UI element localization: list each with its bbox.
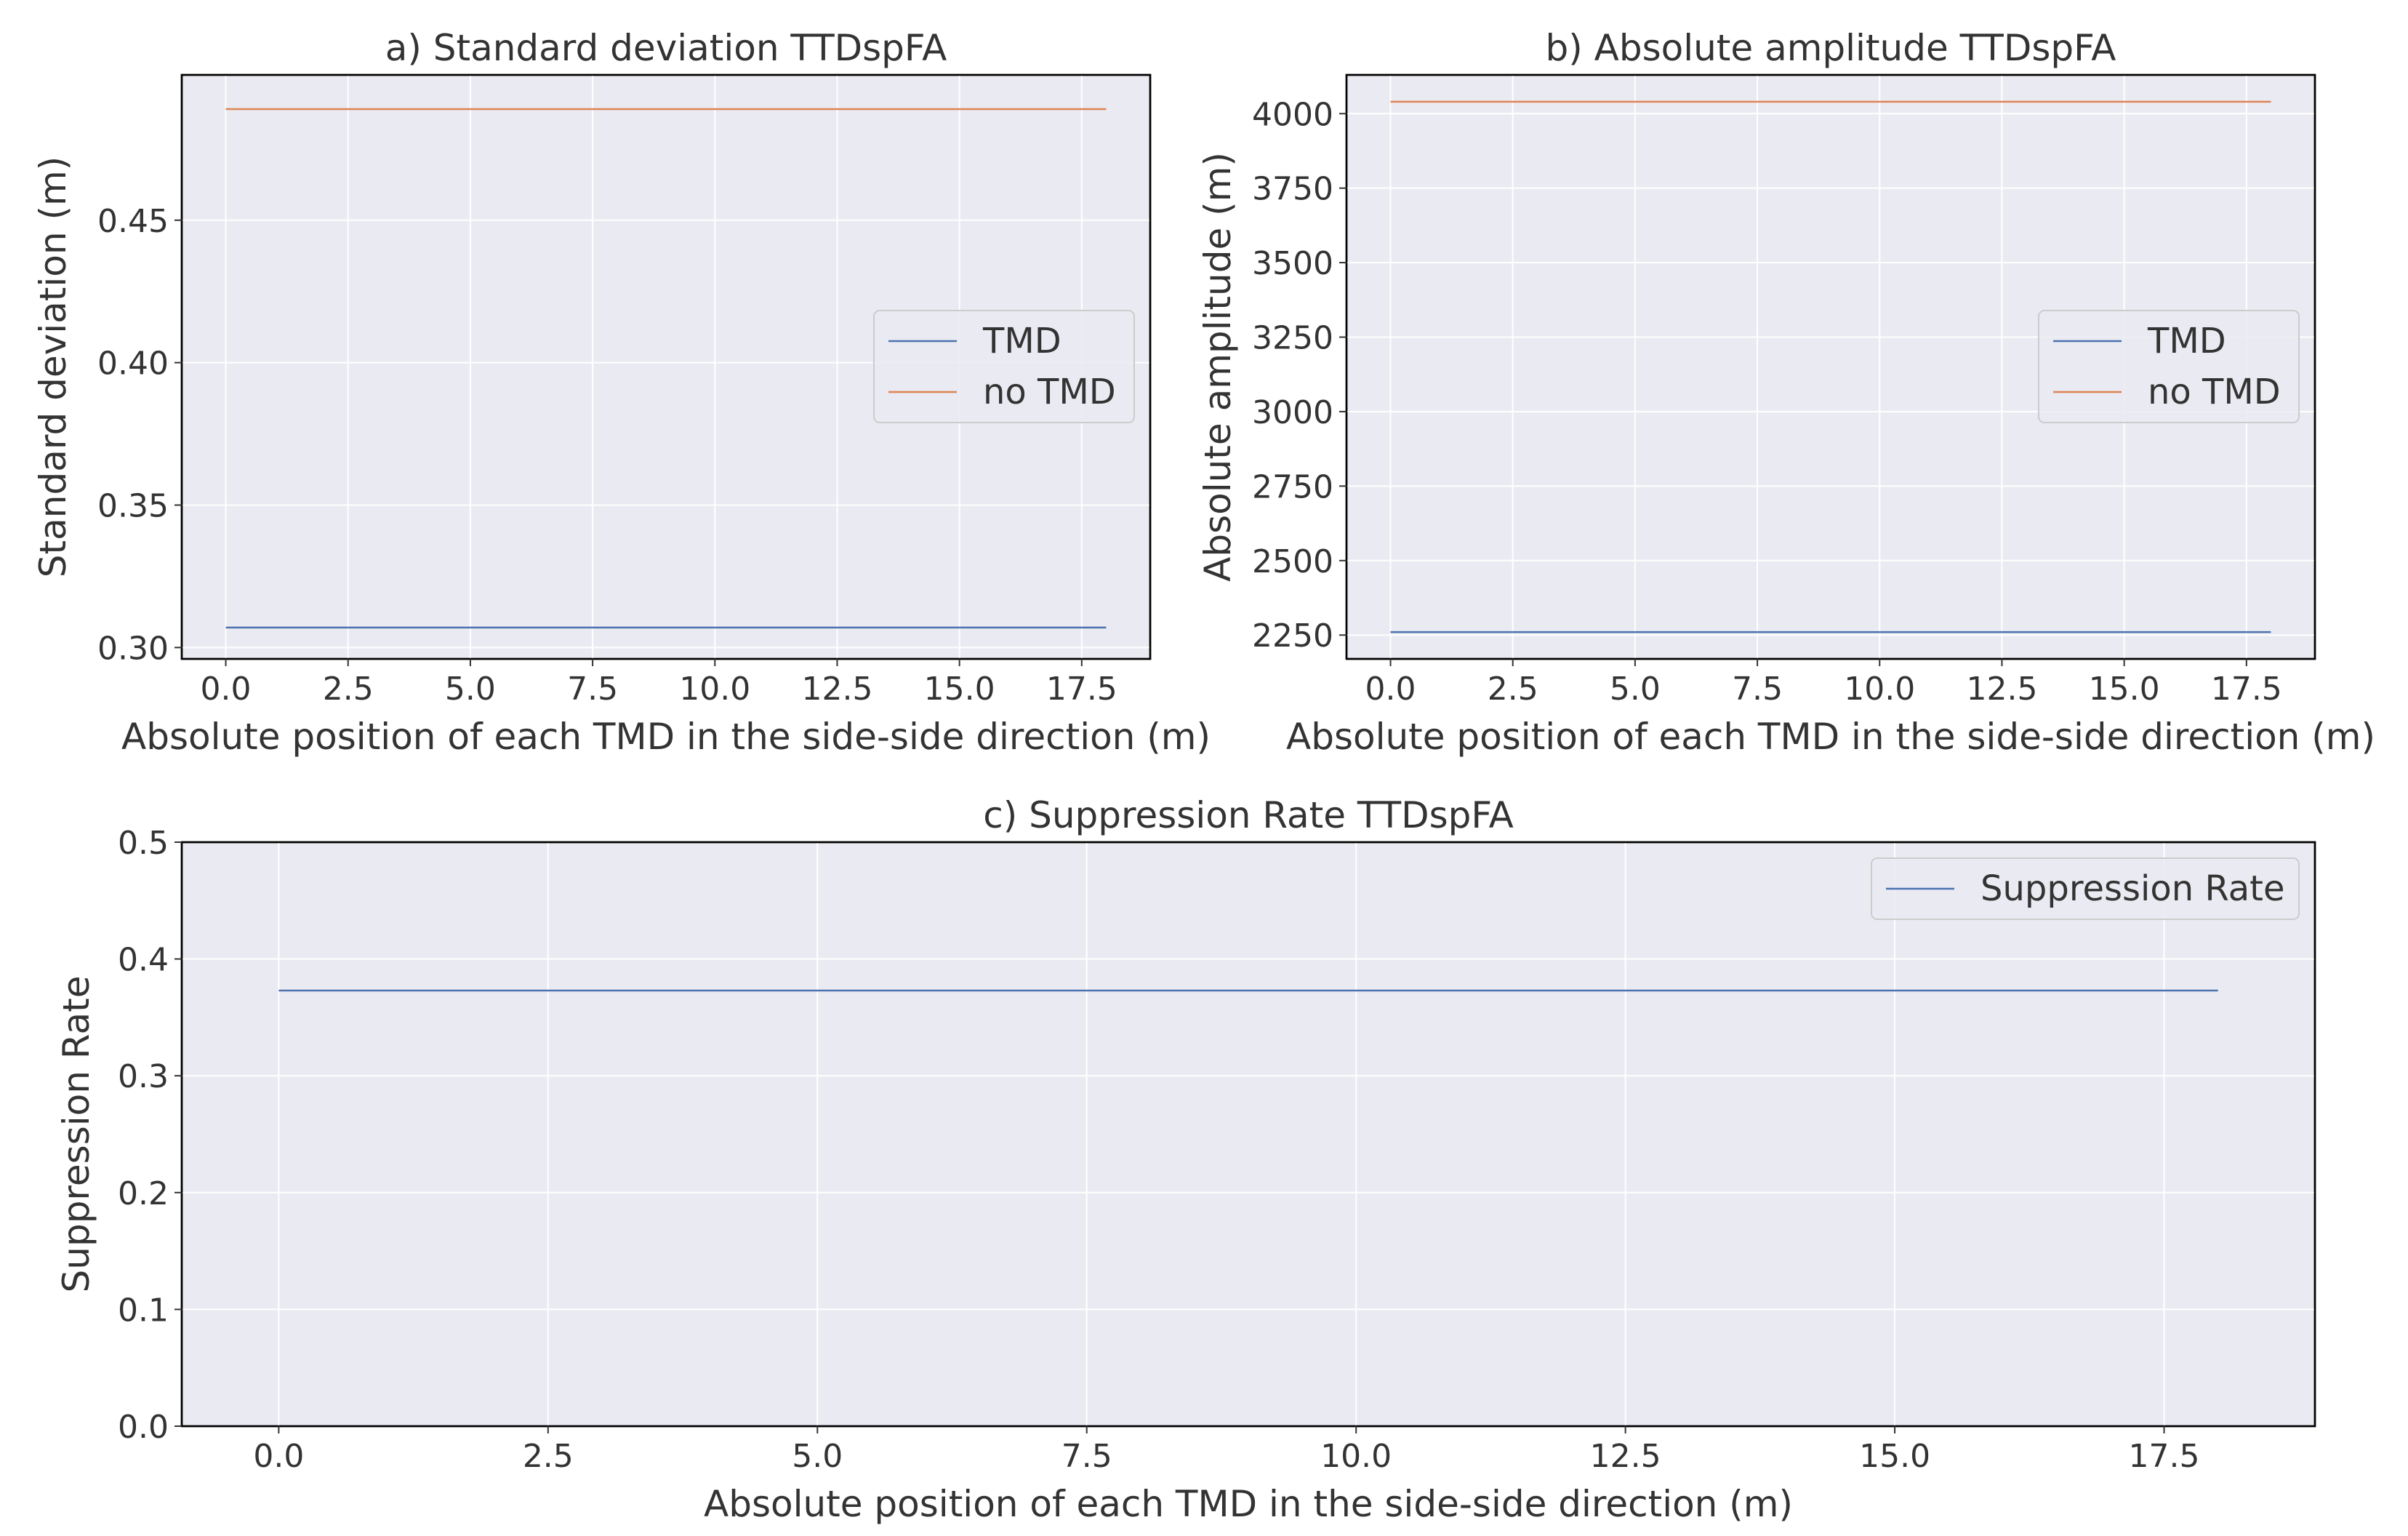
- plot-area: [180, 841, 2316, 1428]
- x-tick-label: 0.0: [1365, 671, 1416, 708]
- x-tick-label: 0.0: [201, 671, 252, 708]
- y-tick-label: 0.1: [118, 1292, 169, 1329]
- x-tick-label: 7.5: [567, 671, 618, 708]
- chart-panel-0: 0.0 2.5 5.0 7.5 10.0 12.5 15.0 17.5 0.30 0.35 0.40…: [32, 27, 1211, 758]
- y-tick-label: 3000: [1252, 394, 1333, 431]
- y-tick-label: 0.3: [118, 1058, 169, 1095]
- chart-panel-1: 0.0 2.5 5.0 7.5 10.0 12.5 15.0 17.5 2250 2500 2750…: [1197, 27, 2375, 758]
- plot-frame: [180, 841, 2316, 1428]
- y-tick-label: 3500: [1252, 245, 1333, 282]
- legend: TMD no TMD: [873, 310, 1135, 423]
- legend: Suppression Rate: [1871, 857, 2300, 920]
- chart-panel-2: 0.0 2.5 5.0 7.5 10.0 12.5 15.0 17.5 0.0 0.1 0.2 0.3…: [55, 794, 2316, 1525]
- x-tick-label: 7.5: [1732, 671, 1783, 708]
- x-tick-label: 7.5: [1061, 1438, 1112, 1475]
- y-tick-label: 2750: [1252, 468, 1333, 505]
- plot-frame: [180, 73, 1152, 660]
- y-tick-label: 0.0: [118, 1409, 169, 1446]
- y-tick-label: 3250: [1252, 320, 1333, 357]
- x-tick-label: 5.0: [445, 671, 496, 708]
- x-tick-label: 10.0: [1844, 671, 1915, 708]
- chart-title: b) Absolute amplitude TTDspFA: [1546, 27, 2116, 69]
- y-tick-label: 0.30: [97, 630, 169, 667]
- legend-box: [1871, 857, 2300, 920]
- x-tick-label: 0.0: [253, 1438, 304, 1475]
- x-tick-label: 12.5: [1966, 671, 2037, 708]
- x-tick-label: 15.0: [924, 671, 995, 708]
- y-tick-label: 0.40: [97, 345, 169, 383]
- y-tick-label: 2250: [1252, 617, 1333, 655]
- x-tick-label: 12.5: [1590, 1438, 1661, 1475]
- x-tick-label: 17.5: [2129, 1438, 2200, 1475]
- x-tick-label: 15.0: [1859, 1438, 1930, 1475]
- y-axis-label: Suppression Rate: [55, 976, 97, 1293]
- y-tick-label: 2500: [1252, 543, 1333, 580]
- y-tick-label: 4000: [1252, 96, 1333, 133]
- chart-title: a) Standard deviation TTDspFA: [385, 27, 947, 69]
- legend-label: Suppression Rate: [1980, 868, 2285, 909]
- legend-box: [2038, 310, 2300, 423]
- legend-label: no TMD: [2148, 372, 2281, 412]
- x-tick-label: 2.5: [323, 671, 374, 708]
- x-tick-label: 2.5: [523, 1438, 574, 1475]
- y-tick-label: 0.35: [97, 487, 169, 524]
- legend-label: TMD: [982, 321, 1061, 361]
- y-tick-label: 3750: [1252, 171, 1333, 208]
- x-axis-label: Absolute position of each TMD in the sid…: [704, 1483, 1793, 1525]
- y-axis-label: Standard deviation (m): [32, 156, 74, 577]
- x-axis-label: Absolute position of each TMD in the sid…: [1286, 716, 2375, 758]
- y-tick-label: 0.2: [118, 1175, 169, 1212]
- x-axis-label: Absolute position of each TMD in the sid…: [121, 716, 1211, 758]
- x-tick-label: 17.5: [1046, 671, 1117, 708]
- y-tick-label: 0.45: [97, 203, 169, 240]
- legend-label: no TMD: [983, 372, 1116, 412]
- x-tick-label: 2.5: [1488, 671, 1538, 708]
- legend-label: TMD: [2147, 321, 2226, 361]
- chart-title: c) Suppression Rate TTDspFA: [983, 794, 1514, 836]
- x-tick-label: 12.5: [801, 671, 872, 708]
- y-axis-label: Absolute amplitude (m): [1197, 152, 1239, 582]
- y-tick-label: 0.5: [118, 825, 169, 862]
- x-tick-label: 15.0: [2089, 671, 2160, 708]
- x-tick-label: 10.0: [1320, 1438, 1392, 1475]
- plot-frame: [1345, 73, 2316, 660]
- x-tick-label: 10.0: [679, 671, 750, 708]
- x-tick-label: 5.0: [792, 1438, 843, 1475]
- y-tick-label: 0.4: [118, 942, 169, 979]
- x-tick-label: 5.0: [1610, 671, 1661, 708]
- legend-box: [873, 310, 1135, 423]
- legend: TMD no TMD: [2038, 310, 2300, 423]
- x-tick-label: 17.5: [2211, 671, 2282, 708]
